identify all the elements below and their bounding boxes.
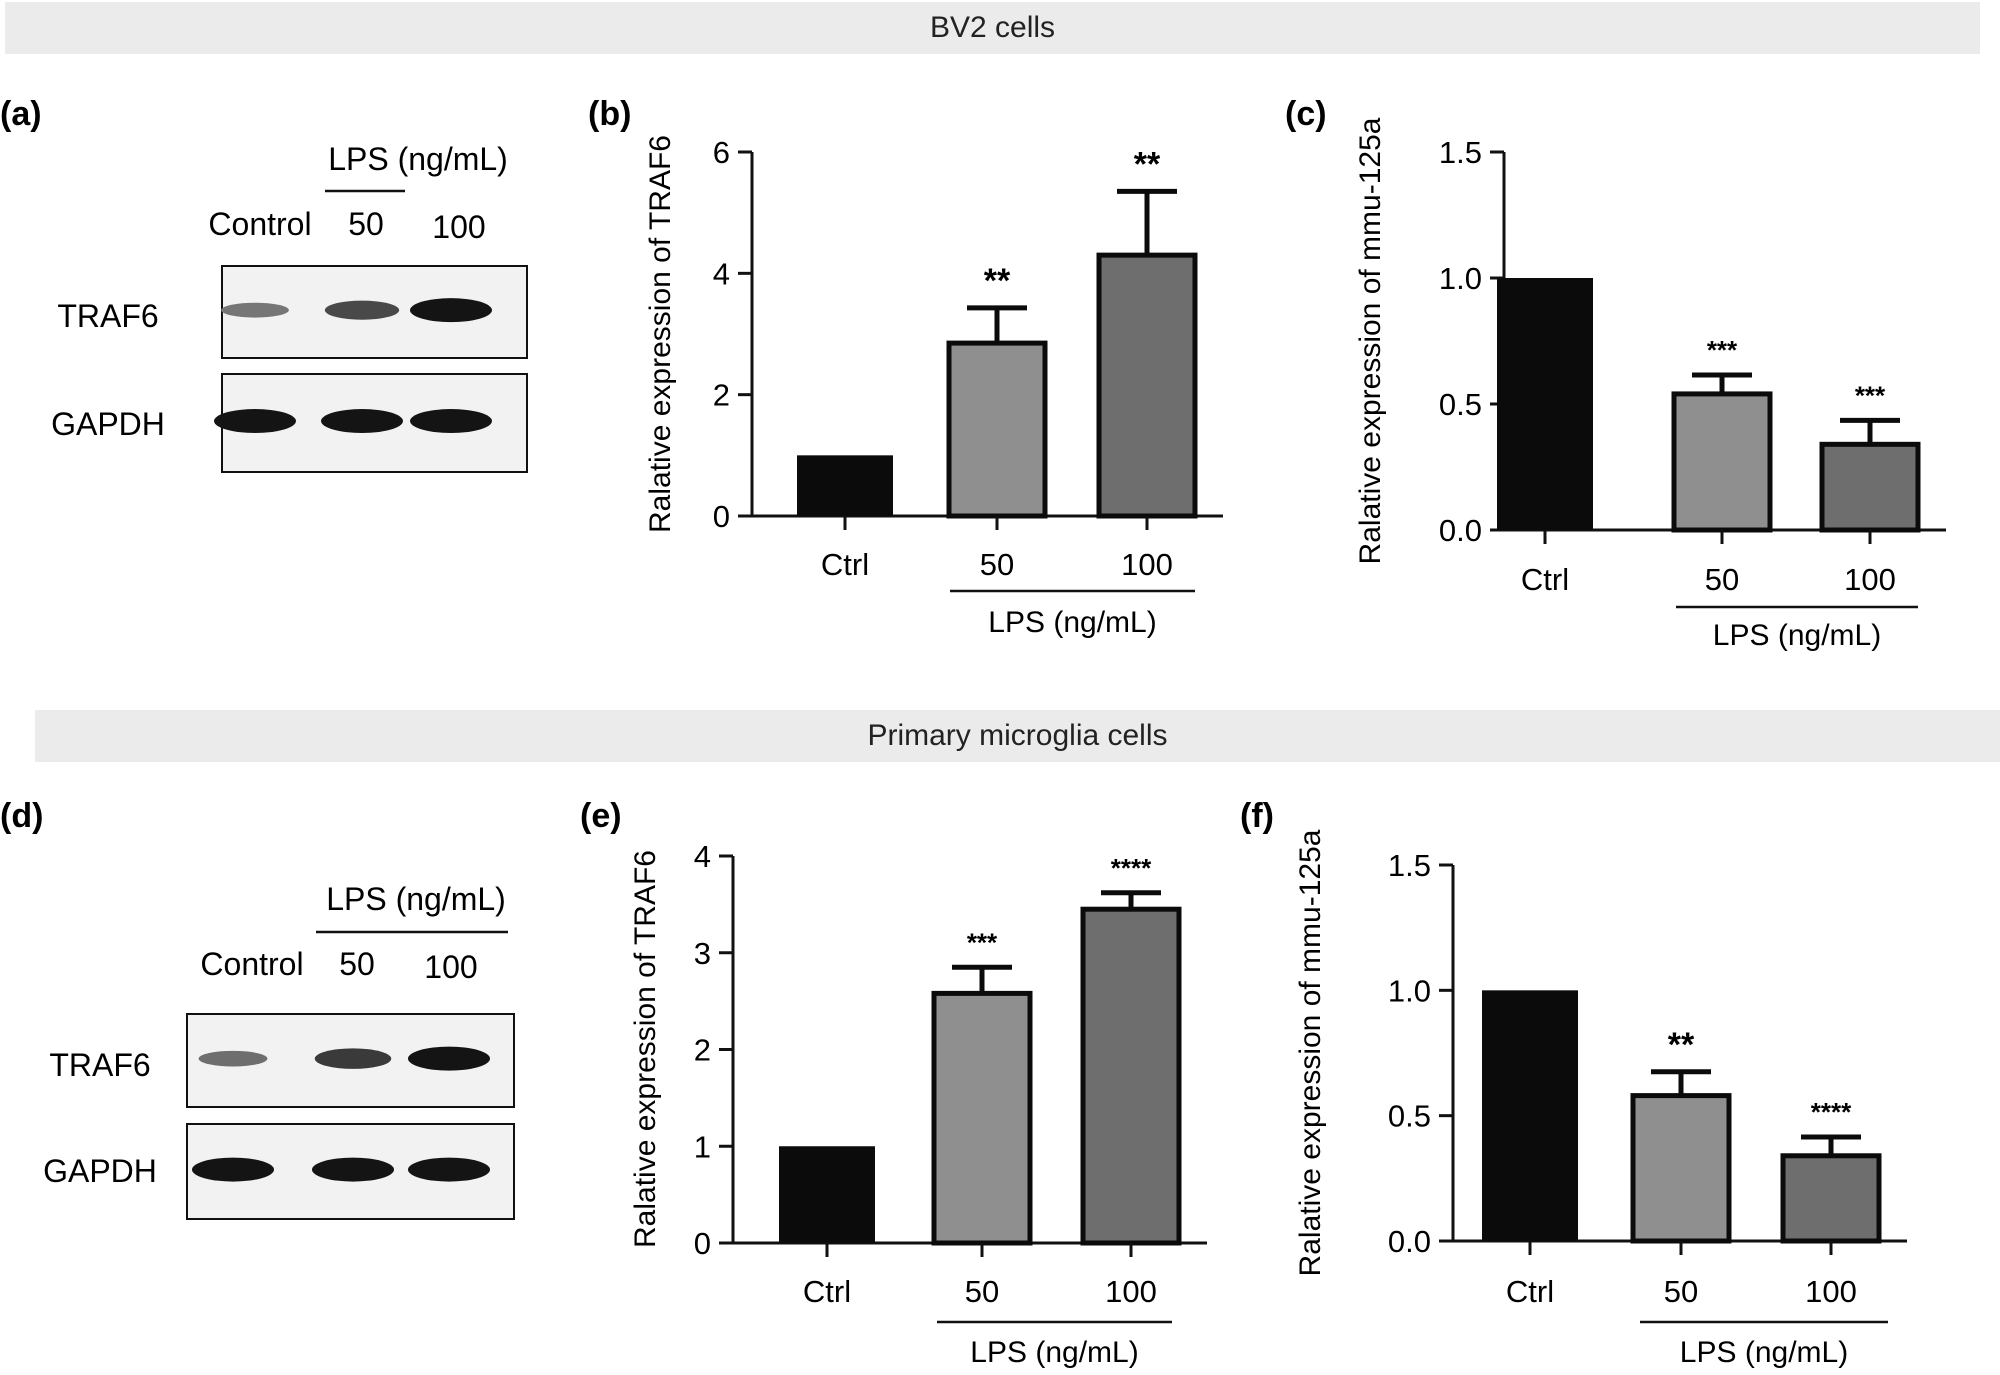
section-title-bv2: BV2 cells (929, 11, 1056, 44)
blot-lane-label: 100 (424, 949, 477, 985)
y-tick-label: 0.5 (1439, 387, 1482, 422)
x-tick-label: Ctrl (821, 547, 869, 582)
x-tick-label: Ctrl (1521, 562, 1569, 597)
x-tick-label: 100 (1105, 1274, 1157, 1309)
y-tick-label: 1.5 (1439, 135, 1482, 170)
x-tick-label: 50 (965, 1274, 999, 1309)
x-tick-label: 50 (1705, 562, 1739, 597)
y-axis-label: Ralative expression of TRAF6 (629, 850, 662, 1248)
blot-band (408, 1046, 490, 1071)
bar (797, 455, 893, 516)
x-tick-label: Ctrl (803, 1274, 851, 1309)
panel-label: (f) (1240, 797, 1274, 835)
significance-marker: **** (1111, 853, 1152, 883)
y-tick-label: 4 (694, 839, 711, 874)
bar (1482, 990, 1578, 1241)
blot-band (408, 1157, 490, 1182)
blot-band (214, 409, 296, 434)
group-label: LPS (ng/mL) (1713, 619, 1881, 652)
blot-lane-label: 100 (432, 209, 485, 245)
section-header-bv2: BV2 cells (5, 2, 1980, 54)
y-tick-label: 1 (694, 1129, 711, 1164)
blot-treatment-label: LPS (ng/mL) (328, 141, 508, 177)
bar-chart-panel: (f) 0.0 0.5 1.0 1.5 Ralative expression of mm… (1240, 797, 1907, 1369)
x-tick-label: 50 (1664, 1274, 1698, 1309)
bar (1630, 1093, 1732, 1244)
blot-band (410, 298, 492, 323)
panel-label: (b) (588, 95, 631, 133)
y-tick-label: 1.0 (1388, 973, 1431, 1008)
bar (1096, 252, 1198, 519)
blot-protein-label: GAPDH (43, 1153, 157, 1189)
blot-protein-label: GAPDH (51, 406, 165, 442)
blot-lane-label: 50 (348, 206, 384, 242)
bar (779, 1146, 875, 1243)
significance-marker: *** (1855, 380, 1886, 410)
blot-lane-label: Control (208, 206, 311, 242)
y-axis-label: Ralative expression of mmu-125a (1354, 117, 1387, 564)
group-label: LPS (ng/mL) (988, 606, 1156, 639)
significance-marker: ** (1134, 145, 1161, 183)
bar (1671, 391, 1773, 533)
y-tick-label: 0.0 (1439, 513, 1482, 548)
significance-marker: **** (1811, 1097, 1852, 1127)
group-label: LPS (ng/mL) (1680, 1336, 1848, 1369)
bar-chart-panel: (b) 0 2 4 6 Ralative expression of TRAF6 Ctrl *… (588, 95, 1223, 639)
y-axis-label: Ralative expression of mmu-125a (1294, 829, 1327, 1276)
y-tick-label: 1.5 (1388, 848, 1431, 883)
y-tick-label: 3 (694, 936, 711, 971)
blot-band (312, 1157, 394, 1182)
y-tick-label: 1.0 (1439, 261, 1482, 296)
panel-label: (d) (0, 797, 43, 835)
blot-band (198, 1050, 268, 1067)
section-title-primary-microglia: Primary microglia cells (867, 719, 1168, 752)
y-tick-label: 0.5 (1388, 1099, 1431, 1134)
x-tick-label: 100 (1844, 562, 1896, 597)
bar (946, 340, 1048, 519)
significance-marker: *** (1707, 335, 1738, 365)
blot-lane-label: Control (200, 946, 303, 982)
blot-lane-label: 50 (339, 946, 375, 982)
y-tick-label: 4 (713, 256, 730, 291)
x-tick-label: 100 (1805, 1274, 1857, 1309)
bar (1080, 906, 1182, 1246)
y-tick-label: 2 (694, 1033, 711, 1068)
panel-label: (c) (1285, 95, 1327, 133)
y-tick-label: 2 (713, 378, 730, 413)
y-tick-label: 0 (694, 1226, 711, 1261)
blot-treatment-label: LPS (ng/mL) (326, 881, 506, 917)
x-tick-label: 100 (1121, 547, 1173, 582)
significance-marker: *** (967, 927, 998, 957)
x-tick-label: 50 (980, 547, 1014, 582)
blot-band (410, 409, 492, 434)
panel-label: (a) (0, 95, 42, 133)
blot-band (192, 1157, 274, 1182)
y-tick-label: 0.0 (1388, 1224, 1431, 1259)
significance-marker: ** (1668, 1026, 1695, 1064)
bar-chart-panel: (c) 0.0 0.5 1.0 1.5 Ralative expression of mm… (1285, 95, 1946, 652)
panel-label: (e) (580, 797, 622, 835)
bar (1819, 441, 1921, 533)
y-tick-label: 0 (713, 499, 730, 534)
y-tick-label: 6 (713, 135, 730, 170)
blot-band (324, 300, 400, 320)
bar (931, 990, 1033, 1246)
bar-chart-panel: (e) 0 1 2 3 4 Ralative expression of TRAF6 Ctrl… (580, 797, 1207, 1369)
blot-band (314, 1048, 392, 1069)
western-blot-panel: (d) LPS (ng/mL) Control 50 100 TRAF6 GAPDH (0, 797, 515, 1220)
blot-protein-label: TRAF6 (49, 1047, 150, 1083)
y-axis-label: Ralative expression of TRAF6 (644, 135, 677, 533)
group-label: LPS (ng/mL) (970, 1336, 1138, 1369)
section-header-primary-microglia: Primary microglia cells (35, 710, 2000, 762)
blot-band (321, 409, 403, 434)
bar (1780, 1153, 1882, 1244)
x-tick-label: Ctrl (1506, 1274, 1554, 1309)
blot-protein-label: TRAF6 (57, 298, 158, 334)
western-blot-panel: (a) LPS (ng/mL) Control 50 100 TRAF6 GAPDH (0, 95, 528, 473)
blot-band (221, 302, 289, 318)
bar (1497, 278, 1593, 530)
significance-marker: ** (984, 262, 1011, 300)
